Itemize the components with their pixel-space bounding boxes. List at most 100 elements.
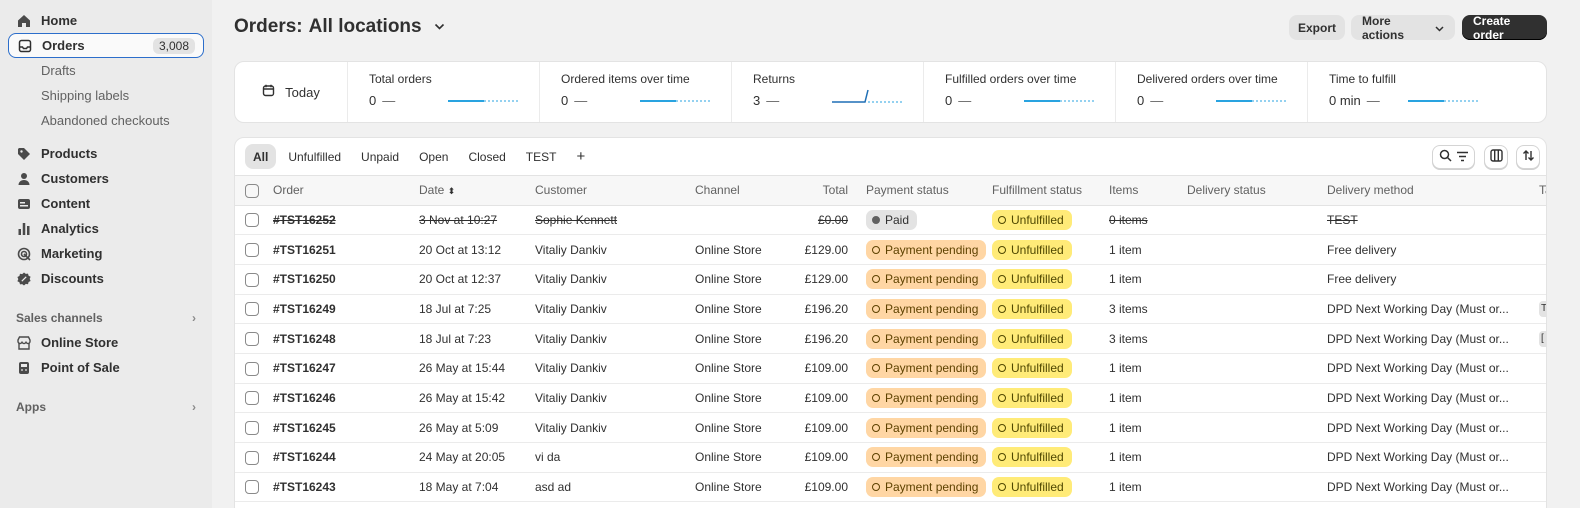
row-checkbox[interactable] — [245, 272, 259, 287]
delivery-method: TEST — [1327, 205, 1539, 236]
status-dot-icon — [872, 364, 880, 373]
col-tags[interactable]: Ta — [1539, 176, 1546, 206]
col-payment-status[interactable]: Payment status — [866, 176, 992, 206]
nav-abandoned-checkouts[interactable]: Abandoned checkouts — [41, 113, 170, 128]
nav-orders[interactable]: Orders 3,008 — [8, 33, 204, 58]
fulfillment-status-badge: Unfulfilled — [992, 477, 1072, 498]
table-row[interactable]: #TST16248 18 Jul at 7:23 Vitaliy Dankiv Onl… — [235, 323, 1546, 354]
sales-channels-header[interactable]: Sales channels › — [8, 305, 204, 330]
col-delivery-status[interactable]: Delivery status — [1187, 176, 1327, 206]
table-row[interactable]: #TST16252 3 Nov at 10:27 Sophie Kennett £0.… — [235, 205, 1546, 236]
apps-header[interactable]: Apps › — [8, 394, 204, 419]
nav-customers[interactable]: Customers — [8, 166, 204, 191]
nav-home[interactable]: Home — [8, 8, 204, 33]
order-number[interactable]: #TST16247 — [273, 353, 419, 384]
location-selector[interactable]: All locations — [308, 16, 422, 37]
col-date[interactable]: Date ⬍ — [419, 176, 535, 206]
order-tag[interactable]: T — [1539, 301, 1546, 318]
table-row[interactable]: #TST16243 18 May at 7:04 asd ad Online Stor… — [235, 472, 1546, 503]
col-order[interactable]: Order — [273, 176, 419, 206]
metric-time-to-fulfill[interactable]: Time to fulfill 0 min — — [1308, 62, 1500, 122]
nav-discounts[interactable]: Discounts — [8, 266, 204, 291]
row-checkbox[interactable] — [245, 302, 259, 317]
order-number[interactable]: #TST16245 — [273, 412, 419, 443]
item-count: 1 item — [1109, 353, 1187, 384]
order-number[interactable]: #TST16250 — [273, 264, 419, 295]
order-number[interactable]: #TST16246 — [273, 383, 419, 414]
col-total[interactable]: Total — [780, 176, 866, 206]
table-row[interactable]: #TST16249 18 Jul at 7:25 Vitaliy Dankiv Onl… — [235, 294, 1546, 325]
row-checkbox[interactable] — [245, 361, 259, 376]
status-dot-icon — [998, 483, 1006, 492]
columns-button[interactable] — [1484, 145, 1508, 169]
table-row[interactable]: #TST16250 20 Oct at 12:37 Vitaliy Dankiv On… — [235, 264, 1546, 295]
order-tag[interactable]: [ — [1539, 331, 1546, 348]
nav-marketing[interactable]: Marketing — [8, 241, 204, 266]
order-number[interactable]: #TST16243 — [273, 472, 419, 503]
col-channel[interactable]: Channel — [695, 176, 780, 206]
metric-returns[interactable]: Returns 3 — — [732, 62, 924, 122]
row-checkbox[interactable] — [245, 480, 259, 495]
nav-shipping-labels[interactable]: Shipping labels — [41, 88, 130, 103]
table-row[interactable]: #TST16247 26 May at 15:44 Vitaliy Dankiv On… — [235, 353, 1546, 384]
export-button[interactable]: Export — [1289, 15, 1345, 40]
table-row[interactable]: #TST16246 26 May at 15:42 Vitaliy Dankiv On… — [235, 383, 1546, 414]
table-row[interactable]: #TST16244 24 May at 20:05 vi da Online Stor… — [235, 442, 1546, 473]
customer-name: Vitaliy Dankiv — [535, 383, 695, 414]
tab-open[interactable]: Open — [419, 149, 449, 164]
tab-closed[interactable]: Closed — [468, 149, 506, 164]
metric-total-orders[interactable]: Total orders 0 — — [348, 62, 540, 122]
table-row[interactable]: #TST16245 26 May at 5:09 Vitaliy Dankiv Onl… — [235, 412, 1546, 443]
order-number[interactable]: #TST16244 — [273, 442, 419, 473]
fulfillment-status-text: Unfulfilled — [1011, 420, 1064, 435]
tab-test[interactable]: TEST — [525, 149, 557, 164]
col-fulfillment-status[interactable]: Fulfillment status — [992, 176, 1109, 206]
row-checkbox[interactable] — [245, 391, 259, 406]
nav-point-of-sale[interactable]: Point of Sale — [8, 355, 204, 380]
sales-channels-label: Sales channels — [16, 310, 103, 325]
sort-button[interactable] — [1516, 145, 1540, 169]
add-view-button[interactable]: + — [576, 148, 586, 165]
tab-all[interactable]: All — [245, 144, 277, 169]
create-order-button[interactable]: Create order — [1462, 14, 1547, 42]
delivery-method: DPD Next Working Day (Must or... — [1327, 294, 1539, 325]
row-checkbox[interactable] — [245, 242, 259, 257]
chevron-down-icon[interactable] — [434, 20, 445, 34]
order-number[interactable]: #TST16248 — [273, 323, 419, 354]
fulfillment-status-text: Unfulfilled — [1011, 301, 1064, 316]
row-checkbox[interactable] — [245, 332, 259, 346]
sparkline — [1216, 100, 1286, 102]
nav-content[interactable]: Content — [8, 191, 204, 216]
order-number[interactable]: #TST16249 — [273, 294, 419, 325]
order-total: £109.00 — [780, 442, 866, 473]
metric-delivered-orders[interactable]: Delivered orders over time 0 — — [1116, 62, 1308, 122]
metric-ordered-items[interactable]: Ordered items over time 0 — — [540, 62, 732, 122]
metric-value: 3 — [753, 93, 761, 108]
metric-fulfilled-orders[interactable]: Fulfilled orders over time 0 — — [924, 62, 1116, 122]
search-filter-button[interactable] — [1432, 145, 1475, 169]
col-delivery-method[interactable]: Delivery method — [1327, 176, 1539, 206]
date-range-picker[interactable]: Today — [235, 62, 348, 122]
more-actions-button[interactable]: More actions — [1351, 14, 1455, 42]
table-row[interactable]: #TST16251 20 Oct at 13:12 Vitaliy Dankiv On… — [235, 234, 1546, 265]
target-icon — [16, 246, 32, 262]
nav-online-store[interactable]: Online Store — [8, 330, 204, 355]
order-date: 18 Jul at 7:23 — [419, 323, 535, 354]
nav-drafts[interactable]: Drafts — [41, 63, 76, 78]
tab-unpaid[interactable]: Unpaid — [361, 149, 400, 164]
filter-icon — [1456, 150, 1469, 165]
row-checkbox[interactable] — [245, 450, 259, 465]
row-checkbox[interactable] — [245, 421, 259, 436]
col-customer[interactable]: Customer — [535, 176, 695, 206]
nav-analytics[interactable]: Analytics — [8, 216, 204, 241]
nav-content-label: Content — [41, 196, 91, 211]
col-items[interactable]: Items — [1109, 176, 1187, 206]
order-number[interactable]: #TST16252 — [273, 205, 419, 236]
delivery-method: DPD Next Working Day (Must or... — [1327, 353, 1539, 384]
tab-unfulfilled[interactable]: Unfulfilled — [288, 149, 342, 164]
row-checkbox[interactable] — [245, 213, 259, 228]
nav-products[interactable]: Products — [8, 141, 204, 166]
order-number[interactable]: #TST16251 — [273, 234, 419, 265]
select-all-checkbox[interactable] — [245, 183, 259, 198]
order-date: 26 May at 5:09 — [419, 412, 535, 443]
